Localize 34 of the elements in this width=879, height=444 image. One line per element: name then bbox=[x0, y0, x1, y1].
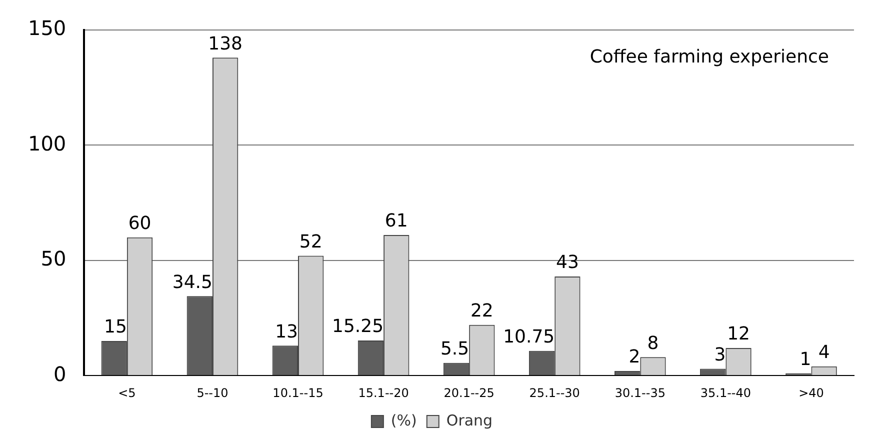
data-label: 3 bbox=[714, 344, 726, 366]
x-tick-label: 30.1--35 bbox=[614, 386, 666, 400]
data-label: 138 bbox=[208, 33, 242, 54]
y-tick-label: 0 bbox=[53, 362, 66, 386]
data-label: 12 bbox=[727, 324, 750, 345]
data-label: 52 bbox=[299, 231, 322, 252]
data-label: 8 bbox=[647, 332, 659, 354]
data-label: 1 bbox=[800, 348, 812, 370]
data-label: 10.75 bbox=[503, 326, 555, 348]
data-label: 5.5 bbox=[440, 338, 470, 360]
x-tick-label: >40 bbox=[798, 386, 824, 400]
data-label: 4 bbox=[818, 342, 830, 364]
data-label: 34.5 bbox=[172, 272, 212, 293]
x-tick-label: 25.1--30 bbox=[529, 386, 580, 400]
x-tick-label: 5--10 bbox=[196, 386, 228, 400]
x-tick-label: 15.1--20 bbox=[358, 386, 409, 400]
y-tick-label: 150 bbox=[28, 16, 66, 40]
x-tick-label: <5 bbox=[118, 386, 136, 400]
data-label: 15 bbox=[104, 316, 127, 338]
data-label: 43 bbox=[556, 252, 579, 274]
data-label: 60 bbox=[128, 213, 152, 234]
legend-label: Orang bbox=[446, 411, 493, 430]
data-label: 61 bbox=[384, 210, 408, 232]
legend-label: (%) bbox=[390, 411, 417, 430]
x-tick-label: 20.1--25 bbox=[444, 386, 494, 400]
x-tick-label: 35.1--40 bbox=[700, 386, 752, 400]
data-label: 22 bbox=[470, 300, 494, 322]
y-tick-label: 100 bbox=[28, 131, 66, 156]
x-tick-label: 10.1--15 bbox=[272, 386, 324, 400]
annotation: Coffee farming experience bbox=[590, 46, 829, 68]
data-label: 2 bbox=[628, 346, 640, 368]
data-label: 13 bbox=[275, 321, 298, 342]
y-tick-label: 50 bbox=[40, 246, 66, 271]
data-label: 15.25 bbox=[332, 316, 384, 338]
